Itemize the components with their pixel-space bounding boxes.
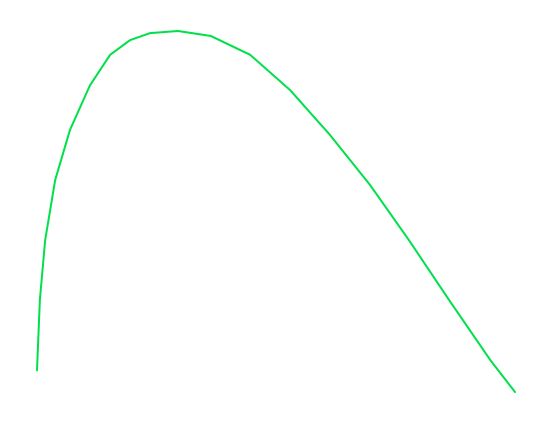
data-line (36, 30, 516, 393)
